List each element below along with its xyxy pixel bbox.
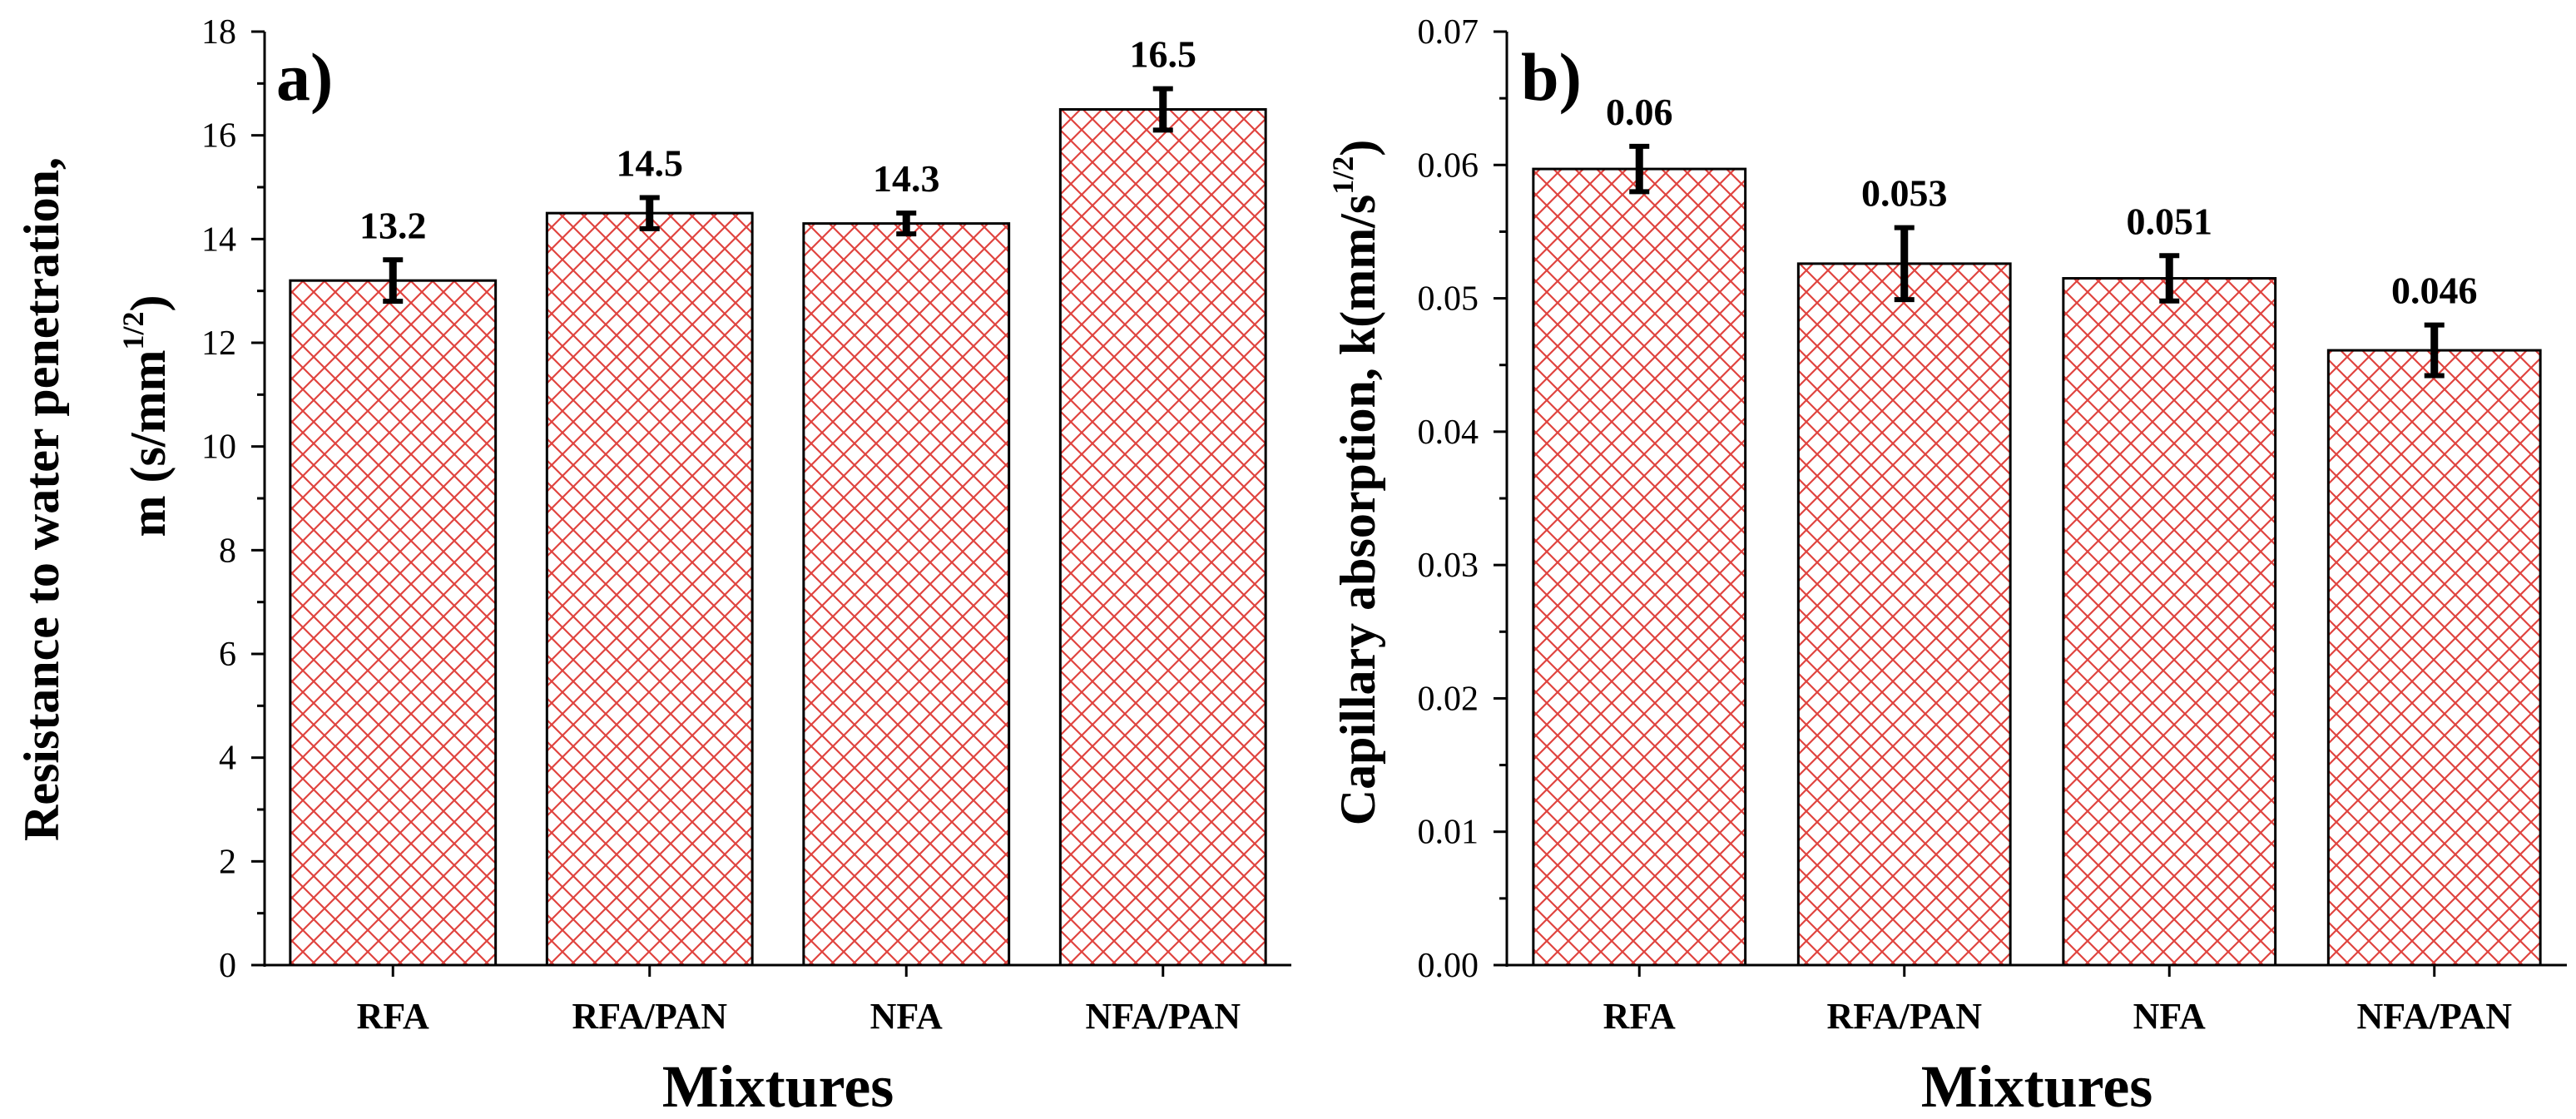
y-axis-title-superscript: 1/2 <box>1326 156 1360 195</box>
error-bar <box>2424 322 2445 379</box>
error-bar <box>639 195 660 231</box>
y-tick-label: 16 <box>201 117 236 156</box>
bar-rfa <box>289 279 498 967</box>
error-bar <box>896 210 917 237</box>
bar-nfa-pan <box>1058 108 1267 967</box>
y-axis-title: Capillary absorption, k(mm/s1/2) <box>1326 140 1385 825</box>
y-axis-title-close: ) <box>1330 140 1385 156</box>
y-axis-title-close: ) <box>121 295 176 312</box>
y-axis-title-text: m (s/mm <box>121 350 176 537</box>
error-bar <box>383 257 404 305</box>
chart-panel-a: 13.2 RFA 14.5 RFA/PAN 14.3 NFA 16.5 NFA/PAN 0 2 4 6… <box>14 13 1291 1119</box>
x-axis-title: Mixtures <box>662 1053 894 1119</box>
y-axis-title-line2: m (s/mm1/2) <box>116 295 176 537</box>
bar-nfa-pan <box>2326 349 2542 967</box>
bar-nfa <box>802 222 1011 967</box>
y-tick-label: 0.01 <box>1418 814 1479 852</box>
x-tick-label: RFA/PAN <box>572 996 727 1037</box>
y-tick-label: 8 <box>219 532 236 570</box>
error-bar <box>1152 86 1173 133</box>
x-tick-label: RFA <box>357 996 429 1037</box>
x-tick-label: NFA/PAN <box>1085 996 1241 1037</box>
y-tick-label: 0.04 <box>1418 413 1479 452</box>
data-label: 14.5 <box>617 141 684 184</box>
y-axis-title-text: Capillary absorption, k(mm/s <box>1330 195 1385 825</box>
y-tick-label: 0 <box>219 947 236 985</box>
data-label: 0.06 <box>1606 91 1673 133</box>
data-label: 16.5 <box>1130 33 1197 76</box>
y-tick-label: 18 <box>201 13 236 52</box>
x-tick-label: NFA/PAN <box>2356 996 2512 1037</box>
x-tick-label: RFA/PAN <box>1826 996 1982 1037</box>
y-tick-label: 0.07 <box>1418 13 1479 52</box>
y-tick-label: 0.05 <box>1418 280 1479 319</box>
data-label: 0.053 <box>1861 172 1948 215</box>
x-tick-label: NFA <box>870 996 943 1037</box>
data-label: 0.046 <box>2391 270 2478 312</box>
chart-panel-b: 0.06 RFA 0.053 RFA/PAN 0.051 NFA 0.046 NFA/PAN 0… <box>1326 13 2567 1119</box>
y-tick-label: 0.03 <box>1418 547 1479 585</box>
x-axis-title: Mixtures <box>1921 1053 2153 1119</box>
error-bar <box>1629 143 1650 195</box>
y-axis-title-line1: Resistance to water penetration, <box>14 157 69 841</box>
panel-label: a) <box>276 39 333 115</box>
data-label: 13.2 <box>359 204 427 246</box>
y-tick-label: 4 <box>219 740 236 778</box>
y-axis-title-superscript: 1/2 <box>116 312 150 350</box>
y-tick-label: 10 <box>201 428 236 467</box>
y-tick-label: 2 <box>219 843 236 881</box>
x-tick-label: RFA <box>1603 996 1676 1037</box>
x-tick-label: NFA <box>2133 996 2206 1037</box>
y-tick-label: 12 <box>201 324 236 363</box>
bar-rfa <box>1532 167 1747 967</box>
panel-label: b) <box>1521 39 1582 115</box>
error-bar <box>1894 225 1915 303</box>
bar-nfa <box>2062 277 2277 967</box>
data-label: 14.3 <box>873 157 940 200</box>
bar-rfa-pan <box>1796 262 2012 967</box>
y-tick-label: 0.00 <box>1418 947 1479 985</box>
y-tick-label: 0.02 <box>1418 680 1479 718</box>
data-label: 0.051 <box>2127 200 2213 242</box>
y-tick-label: 6 <box>219 636 236 674</box>
bar-rfa-pan <box>545 211 754 967</box>
y-tick-label: 0.06 <box>1418 146 1479 185</box>
y-tick-label: 14 <box>201 220 236 259</box>
error-bar <box>2159 253 2180 304</box>
